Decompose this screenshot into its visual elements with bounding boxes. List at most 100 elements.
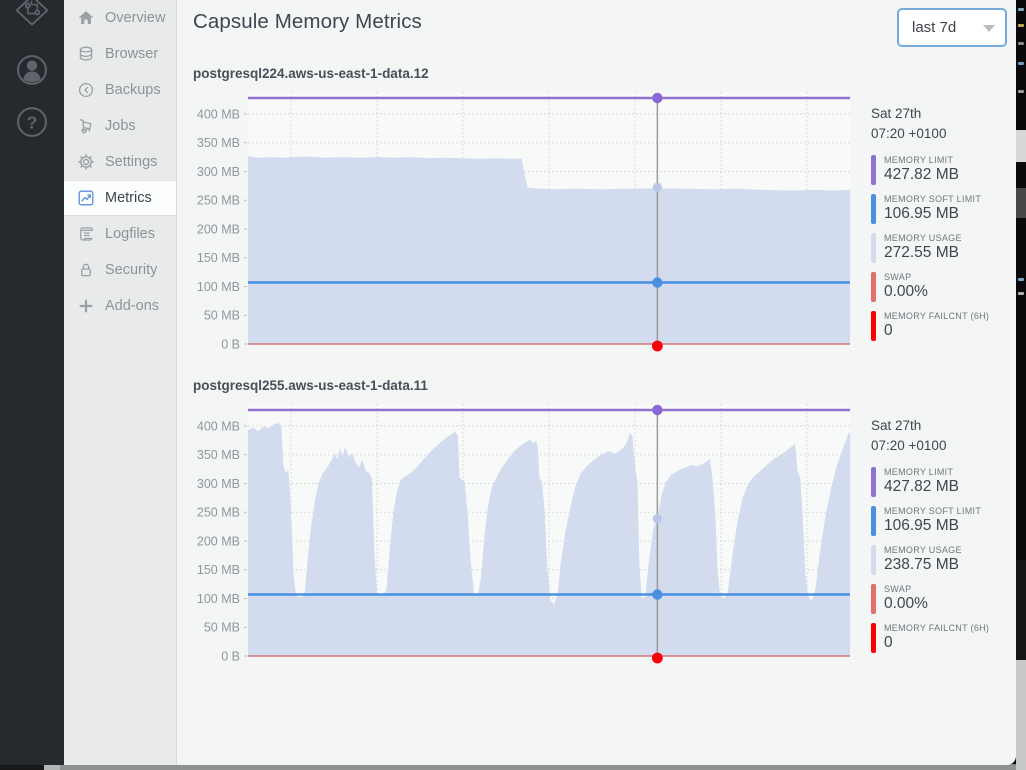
- svg-text:150 MB: 150 MB: [197, 563, 240, 577]
- sidebar-item-jobs[interactable]: Jobs: [64, 108, 176, 144]
- sidebar-item-browser[interactable]: Browser: [64, 36, 176, 72]
- legend-label: MEMORY LIMIT: [884, 154, 954, 165]
- database-icon: [77, 45, 96, 63]
- memory-chart-svg: 400 MB 350 MB 300 MB 250 MB 200 MB 150 MB 100 …: [197, 92, 850, 352]
- legend-value: 106.95 MB: [884, 516, 959, 534]
- chevron-down-icon: [983, 25, 995, 32]
- cursor-timestamp: Sat 27th 07:20 +0100: [871, 106, 947, 141]
- legend-entry: MEMORY USAGE 238.75 MB: [871, 543, 1013, 575]
- svg-text:350 MB: 350 MB: [197, 136, 240, 150]
- lock-icon: [77, 261, 96, 279]
- svg-text:400 MB: 400 MB: [197, 419, 240, 433]
- sidebar-item-overview[interactable]: Overview: [64, 0, 176, 36]
- legend-color-swatch: [871, 271, 876, 302]
- user-avatar-icon[interactable]: [0, 50, 64, 90]
- svg-text:200 MB: 200 MB: [197, 534, 240, 548]
- legend-label: MEMORY LIMIT: [884, 466, 954, 477]
- legend-color-swatch: [871, 622, 876, 653]
- legend-color-swatch: [871, 232, 876, 263]
- home-icon: [77, 9, 96, 27]
- sidebar-item-label: Jobs: [105, 118, 136, 134]
- legend-color-swatch: [871, 583, 876, 614]
- legend-entry: MEMORY FAILCNT (6H) 0: [871, 309, 1013, 341]
- help-icon[interactable]: ?: [0, 102, 64, 142]
- capsule-section-1: postgresql224.aws-us-east-1-data.12 400 …: [193, 66, 1013, 359]
- legend-color-swatch: [871, 193, 876, 224]
- legend-entry: MEMORY FAILCNT (6H) 0: [871, 621, 1013, 653]
- legend-entry: MEMORY LIMIT 427.82 MB: [871, 153, 1013, 185]
- legend-value: 0.00%: [884, 282, 928, 300]
- scroll-icon: [77, 225, 96, 243]
- legend-color-swatch: [871, 154, 876, 185]
- memory-chart-svg: 400 MB 350 MB 300 MB 250 MB 200 MB 150 MB 100 …: [197, 404, 850, 664]
- capsule-section-2: postgresql255.aws-us-east-1-data.11 400 …: [193, 378, 1013, 671]
- memory-chart-2[interactable]: 400 MB 350 MB 300 MB 250 MB 200 MB 150 MB 100 …: [193, 404, 853, 671]
- svg-text:200 MB: 200 MB: [197, 222, 240, 236]
- page-title: Capsule Memory Metrics: [193, 10, 422, 33]
- capsule-heading: postgresql224.aws-us-east-1-data.12: [193, 66, 429, 81]
- legend-label: MEMORY FAILCNT (6H): [884, 310, 990, 321]
- sidebar-item-add-ons[interactable]: Add-ons: [64, 288, 176, 324]
- legend-value: 272.55 MB: [884, 243, 959, 261]
- legend-color-swatch: [871, 544, 876, 575]
- sidebar-item-security[interactable]: Security: [64, 252, 176, 288]
- brand-logo-icon[interactable]: [0, 0, 64, 34]
- svg-text:0 B: 0 B: [221, 338, 240, 352]
- scrollbar-thumb-edge: [44, 764, 60, 770]
- sidebar-item-label: Security: [105, 262, 158, 278]
- svg-text:250 MB: 250 MB: [197, 194, 240, 208]
- svg-text:300 MB: 300 MB: [197, 477, 240, 491]
- legend-entry: SWAP 0.00%: [871, 582, 1013, 614]
- legend-label: MEMORY USAGE: [884, 544, 962, 555]
- legend-label: MEMORY FAILCNT (6H): [884, 622, 990, 633]
- legend-entry: MEMORY SOFT LIMIT 106.95 MB: [871, 192, 1013, 224]
- truck-icon: [77, 117, 96, 135]
- svg-text:?: ?: [27, 112, 38, 132]
- legend-label: SWAP: [884, 271, 912, 282]
- time-range-select[interactable]: last 7d: [897, 8, 1007, 47]
- app-rail: ?: [0, 0, 64, 765]
- sidebar-nav: Overview Browser Backups Jobs Settings Metric…: [64, 0, 177, 765]
- chart-legend-1: Sat 27th 07:20 +0100 MEMORY LIMIT 427.82 MB…: [871, 104, 1013, 348]
- cursor-timestamp: Sat 27th 07:20 +0100: [871, 418, 947, 453]
- legend-value: 238.75 MB: [884, 555, 959, 573]
- legend-entry: SWAP 0.00%: [871, 270, 1013, 302]
- chart-legend-2: Sat 27th 07:20 +0100 MEMORY LIMIT 427.82 MB…: [871, 416, 1013, 660]
- legend-value: 427.82 MB: [884, 477, 959, 495]
- legend-label: MEMORY USAGE: [884, 232, 962, 243]
- capsule-heading: postgresql255.aws-us-east-1-data.11: [193, 378, 428, 393]
- sidebar-item-settings[interactable]: Settings: [64, 144, 176, 180]
- legend-value: 0.00%: [884, 594, 928, 612]
- svg-text:100 MB: 100 MB: [197, 592, 240, 606]
- history-icon: [77, 81, 96, 99]
- sidebar-item-label: Settings: [105, 154, 158, 170]
- legend-label: SWAP: [884, 583, 912, 594]
- scrollbar-corner: [0, 764, 44, 770]
- legend-color-swatch: [871, 505, 876, 536]
- legend-entry: MEMORY LIMIT 427.82 MB: [871, 465, 1013, 497]
- plus-icon: [77, 297, 96, 315]
- background-window-sliver: [1016, 0, 1026, 770]
- sidebar-item-label: Browser: [105, 46, 159, 62]
- legend-color-swatch: [871, 310, 876, 341]
- legend-value: 427.82 MB: [884, 165, 959, 183]
- legend-value: 0: [884, 633, 893, 651]
- svg-text:50 MB: 50 MB: [204, 621, 240, 635]
- sidebar-item-label: Add-ons: [105, 298, 160, 314]
- svg-text:50 MB: 50 MB: [204, 309, 240, 323]
- svg-text:300 MB: 300 MB: [197, 165, 240, 179]
- chart-icon: [77, 189, 96, 207]
- svg-text:350 MB: 350 MB: [197, 448, 240, 462]
- sidebar-item-label: Metrics: [105, 190, 152, 206]
- time-range-value: last 7d: [912, 19, 957, 36]
- sidebar-item-logfiles[interactable]: Logfiles: [64, 216, 176, 252]
- sidebar-item-metrics[interactable]: Metrics: [64, 180, 176, 216]
- svg-text:100 MB: 100 MB: [197, 280, 240, 294]
- memory-chart-1[interactable]: 400 MB 350 MB 300 MB 250 MB 200 MB 150 MB 100 …: [193, 92, 853, 359]
- legend-color-swatch: [871, 466, 876, 497]
- sidebar-item-label: Backups: [105, 82, 161, 98]
- content-area: Capsule Memory Metrics last 7d postgresq…: [178, 0, 1016, 765]
- sidebar-item-backups[interactable]: Backups: [64, 72, 176, 108]
